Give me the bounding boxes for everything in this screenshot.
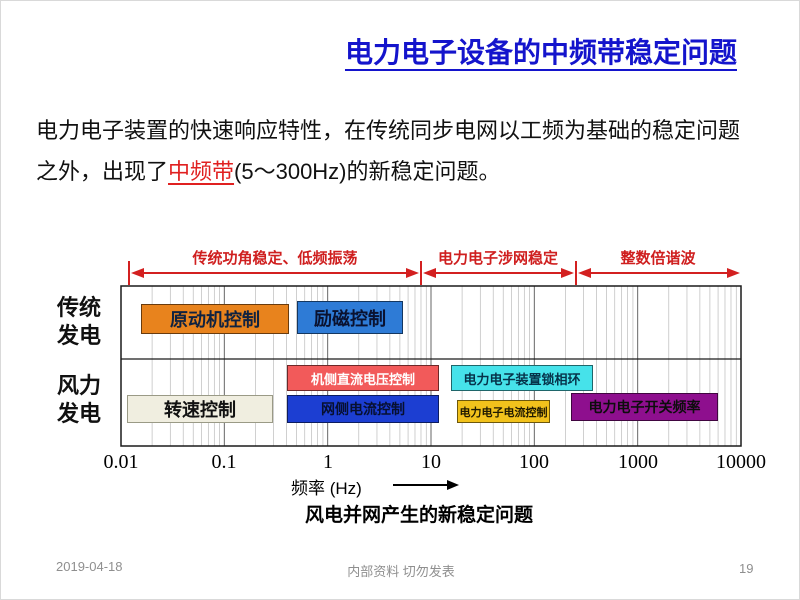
x-tick-label: 10 (421, 451, 441, 473)
row-label-traditional-generation: 传统发电 (56, 295, 101, 348)
box-grid-side-current-control: 网侧电流控制 (287, 395, 439, 423)
box-pe-current-control: 电力电子电流控制 (457, 400, 550, 423)
band-label-harmonics: 整数倍谐波 (620, 250, 696, 267)
frequency-band-arrowheads (131, 268, 740, 278)
x-tick-label: 100 (519, 451, 549, 473)
body-text-part1: 电力电子装置的快速响应特性，在传统同步电网以工频为基础的稳定问题之外，出现了 (36, 118, 741, 184)
box-speed-control: 转速控制 (127, 395, 273, 423)
x-tick-label: 0.1 (211, 451, 237, 473)
x-tick-label: 10000 (716, 451, 766, 473)
chart-caption: 风电并网产生的新稳定问题 (304, 505, 534, 526)
body-highlight-midband: 中频带 (168, 158, 235, 184)
band-label-low-frequency: 传统功角稳定、低频振荡 (192, 250, 358, 267)
x-tick-label: 1 (323, 451, 333, 473)
band-label-mid-frequency: 电力电子涉网稳定 (437, 250, 559, 267)
body-text-part2: (5～300Hz)的新稳定问题。 (234, 158, 501, 184)
box-prime-mover-control: 原动机控制 (141, 304, 289, 334)
x-axis-label: 频率 (Hz) (291, 479, 362, 498)
box-machine-side-dc-voltage-control: 机侧直流电压控制 (287, 365, 439, 391)
x-axis-arrow (393, 480, 459, 490)
box-pe-switching-frequency: 电力电子开关频率 (571, 393, 718, 421)
x-tick-label: 1000 (618, 451, 658, 473)
box-excitation-control: 励磁控制 (297, 301, 403, 334)
footer-date: 2019-04-18 (56, 559, 123, 574)
row-label-wind-generation: 风力发电 (56, 373, 101, 426)
footer-notice: 内部资料 切勿发表 (347, 564, 455, 579)
x-tick-label: 0.01 (103, 451, 139, 473)
footer-page-number: 19 (739, 561, 754, 576)
box-pll: 电力电子装置锁相环 (451, 365, 593, 391)
body-paragraph: 电力电子装置的快速响应特性，在传统同步电网以工频为基础的稳定问题之外，出现了中频… (36, 111, 748, 192)
slide-title: 电力电子设备的中频带稳定问题 (344, 37, 737, 68)
